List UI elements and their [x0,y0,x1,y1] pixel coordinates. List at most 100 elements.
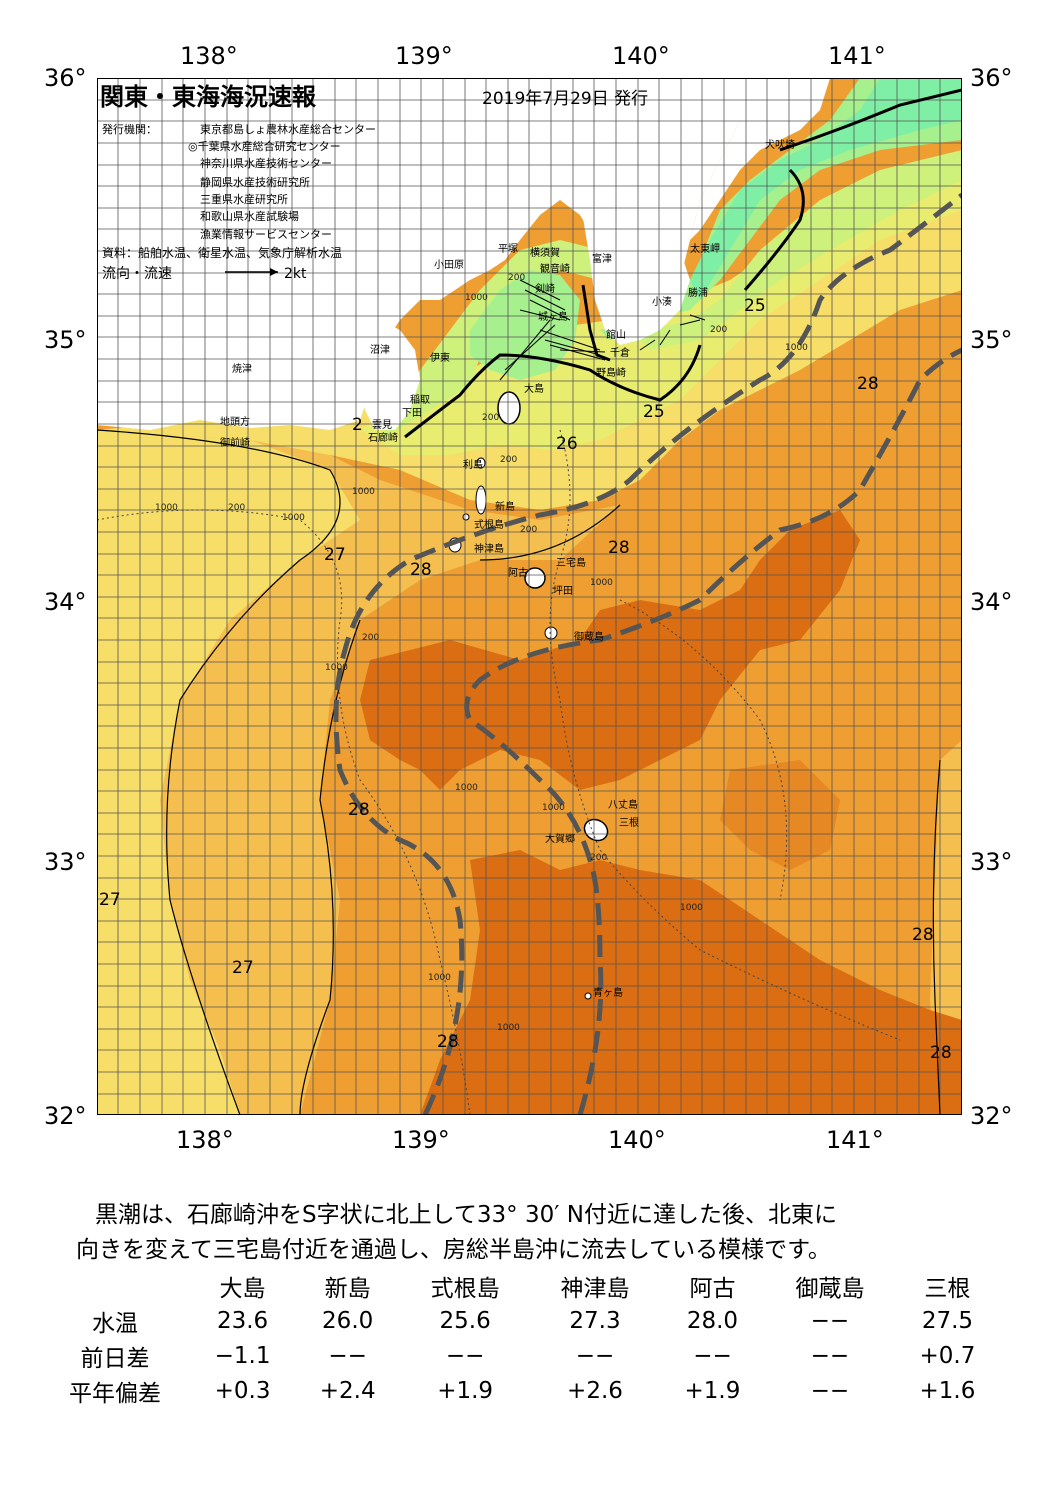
latitude-labels-left: 36° 35° 34° 33° 32° [44,64,87,1130]
place-name: 小田原 [434,259,464,271]
table-cell: +1.9 [684,1377,741,1404]
place-name: 三根 [619,816,639,829]
island-miyakejima [524,567,546,589]
place-name: 勝浦 [688,286,708,299]
table-column-header: 式根島 [430,1275,500,1302]
row-label: 平年偏差 [69,1380,161,1407]
table-row: 前日差 −1.1 −− −− −− −− −− +0.7 [40,1338,1000,1373]
depth-label: 1000 [497,1023,520,1033]
issuer: 漁業情報サービスセンター [200,227,332,241]
depth-label: 1000 [352,487,375,497]
table-cell: −− [810,1307,850,1334]
table-cell: 28.0 [686,1307,739,1334]
issuer-list: 東京都島しょ農林水産総合センター ◎千葉県水産総合研究センター 神奈川県水産技術… [188,122,376,241]
place-name: 太東岬 [690,242,720,255]
depth-contours [97,429,901,1115]
sea-temperature-map: 138° 139° 140° 141° 138° 139° 140° 141° … [44,42,1013,1154]
depth-label: 1000 [428,973,451,983]
issuer: 静岡県水産技術研究所 [200,175,310,189]
longitude-labels-top: 138° 139° 140° 141° [180,42,886,70]
place-name: 大賀郷 [545,832,575,845]
data-source: 資料：船舶水温、衛星水温、気象庁解析水温 [102,245,342,260]
place-name: 雲見 [372,419,392,431]
issuer: 東京都島しょ農林水産総合センター [200,122,376,136]
place-name: 沼津 [370,343,390,356]
island-temperature-table: 大島 新島 式根島 神津島 阿古 御蔵島 三根 水温 23.6 26.0 25.… [40,1268,1000,1408]
issuer: 神奈川県水産技術センター [200,156,332,170]
latitude-labels-right: 36° 35° 34° 33° 32° [970,64,1013,1130]
coastal-lightgreen-zone [380,150,962,440]
land-izu [360,320,420,430]
kuroshio-axis-2 [464,347,962,1115]
depth-label: 200 [590,853,607,863]
graticule [97,78,962,1115]
current-legend-label: 流向・流速 [102,266,172,282]
issuer: ◎千葉県水産総合研究センター [188,139,341,153]
place-name: 稲取 [410,394,430,406]
lat-label: 34° [970,588,1013,616]
depth-labels: 200 1000 200 1000 200 200 1000 1000 200 … [155,273,808,1033]
table-cell: 25.6 [439,1307,491,1334]
table-cell: −− [810,1377,850,1404]
isotherm-label: 27 [99,890,121,910]
isotherm-contours-bold [404,88,962,439]
place-name: 御前崎 [220,436,250,449]
depth-label: 200 [500,455,517,465]
lat-label: 32° [970,1102,1013,1130]
isotherm-label: 28 [410,560,432,580]
place-name: 坪田 [553,584,573,597]
table-cell: 26.0 [322,1307,374,1334]
issuer: 三重県水産研究所 [200,192,288,206]
place-name: 新島 [495,500,515,513]
depth-label: 1000 [325,663,348,673]
depth-label: 1000 [455,783,478,793]
place-name: 石廊崎 [368,431,398,444]
place-name: 大島 [524,382,544,395]
depth-label: 200 [710,325,727,335]
table-cell: −− [693,1342,732,1369]
table-cell: −− [575,1342,615,1369]
warm-core-south [360,510,860,790]
place-name: 城ヶ島 [538,310,568,323]
table-row: 平年偏差 +0.3 +2.4 +1.9 +2.6 +1.9 −− +1.6 [40,1373,1000,1408]
table-cell: +0.7 [919,1342,976,1369]
place-name: 利島 [463,458,483,471]
isotherm-label: 28 [912,925,934,945]
issue-date: 2019年7月29日 発行 [482,89,648,109]
island-shikinejima [462,513,470,521]
lon-label: 138° [180,42,238,70]
table-column-header: 神津島 [560,1275,630,1302]
map-title: 関東・東海海況速報 [100,83,317,111]
very-cold-zone [690,78,962,300]
depth-label: 1000 [590,578,613,588]
current-legend-arrowhead [270,268,278,276]
table-header-row: 大島 新島 式根島 神津島 阿古 御蔵島 三根 [40,1268,1000,1303]
isotherm-label: 27 [324,545,346,565]
table-column-header: 三根 [924,1275,971,1302]
place-name: 八丈島 [608,798,638,811]
table-cell: −− [810,1342,850,1369]
place-name: 阿古 [508,566,528,579]
current-vectors [499,279,706,381]
issuer: 和歌山県水産試験場 [200,209,299,223]
place-name: 犬吠埼 [765,138,795,151]
depth-label: 1000 [542,803,565,813]
isotherm-label: 28 [608,538,630,558]
table-cell: +1.6 [919,1377,976,1404]
lon-label: 140° [612,42,670,70]
place-name: 館山 [606,328,626,341]
lat-label: 32° [44,1102,87,1130]
place-name: 青ヶ島 [593,986,623,999]
table-cell: 27.3 [569,1307,621,1334]
depth-label: 1000 [282,513,305,523]
island-oshima [497,391,521,425]
table-row: 水温 23.6 26.0 25.6 27.3 28.0 −− 27.5 [40,1303,1000,1338]
isotherm-label: 28 [930,1043,952,1063]
isotherm-label: 28 [857,374,879,394]
lat-label: 33° [44,848,87,876]
place-name: 神津島 [474,542,504,555]
cool-zone-west [97,430,360,1115]
table-cell: −1.1 [214,1342,271,1369]
isotherm-label: 28 [348,800,370,820]
place-name: 千倉 [610,346,630,359]
